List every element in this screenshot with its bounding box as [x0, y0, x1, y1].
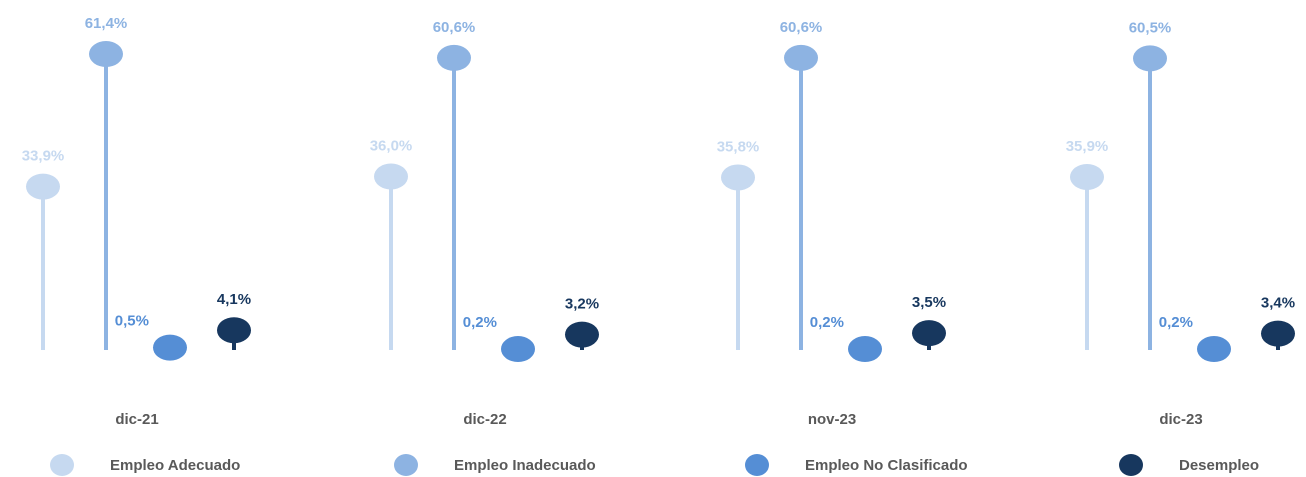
- legend-label: Empleo Adecuado: [110, 457, 240, 474]
- value-label: 60,6%: [780, 19, 823, 36]
- legend-label: Empleo Inadecuado: [454, 457, 596, 474]
- dot: [1197, 336, 1231, 363]
- dot: [89, 41, 123, 68]
- value-label: 3,4%: [1261, 295, 1295, 312]
- dot: [1133, 45, 1167, 72]
- value-label: 35,8%: [717, 138, 760, 155]
- dot: [217, 317, 251, 344]
- dot: [784, 44, 818, 71]
- legend-marker: [50, 454, 74, 476]
- dot: [1070, 163, 1104, 190]
- legend-marker: [745, 454, 769, 476]
- dot: [565, 321, 599, 348]
- value-label: 0,2%: [810, 314, 844, 331]
- x-tick-label: dic-23: [1159, 411, 1202, 428]
- value-label: 60,6%: [433, 19, 476, 36]
- x-tick-label: dic-22: [463, 411, 506, 428]
- dot: [1261, 320, 1295, 347]
- value-label: 61,4%: [85, 15, 128, 32]
- dot: [153, 334, 187, 361]
- value-label: 3,5%: [912, 294, 946, 311]
- value-label: 0,5%: [115, 313, 149, 330]
- value-label: 3,2%: [565, 296, 599, 313]
- dot: [848, 336, 882, 363]
- legend-marker: [1119, 454, 1143, 476]
- dot: [721, 164, 755, 191]
- x-tick-label: dic-21: [115, 411, 158, 428]
- value-label: 0,2%: [1159, 314, 1193, 331]
- dot: [437, 44, 471, 71]
- legend-label: Empleo No Clasificado: [805, 457, 968, 474]
- dot: [26, 173, 60, 200]
- value-label: 33,9%: [22, 148, 65, 165]
- value-label: 35,9%: [1066, 138, 1109, 155]
- dot: [912, 320, 946, 347]
- dot: [501, 336, 535, 363]
- value-label: 36,0%: [370, 137, 413, 154]
- value-label: 60,5%: [1129, 19, 1172, 36]
- value-label: 4,1%: [217, 291, 251, 308]
- legend-label: Desempleo: [1179, 457, 1259, 474]
- x-tick-label: nov-23: [808, 411, 856, 428]
- legend-marker: [394, 454, 418, 476]
- dot: [374, 163, 408, 190]
- value-label: 0,2%: [463, 314, 497, 331]
